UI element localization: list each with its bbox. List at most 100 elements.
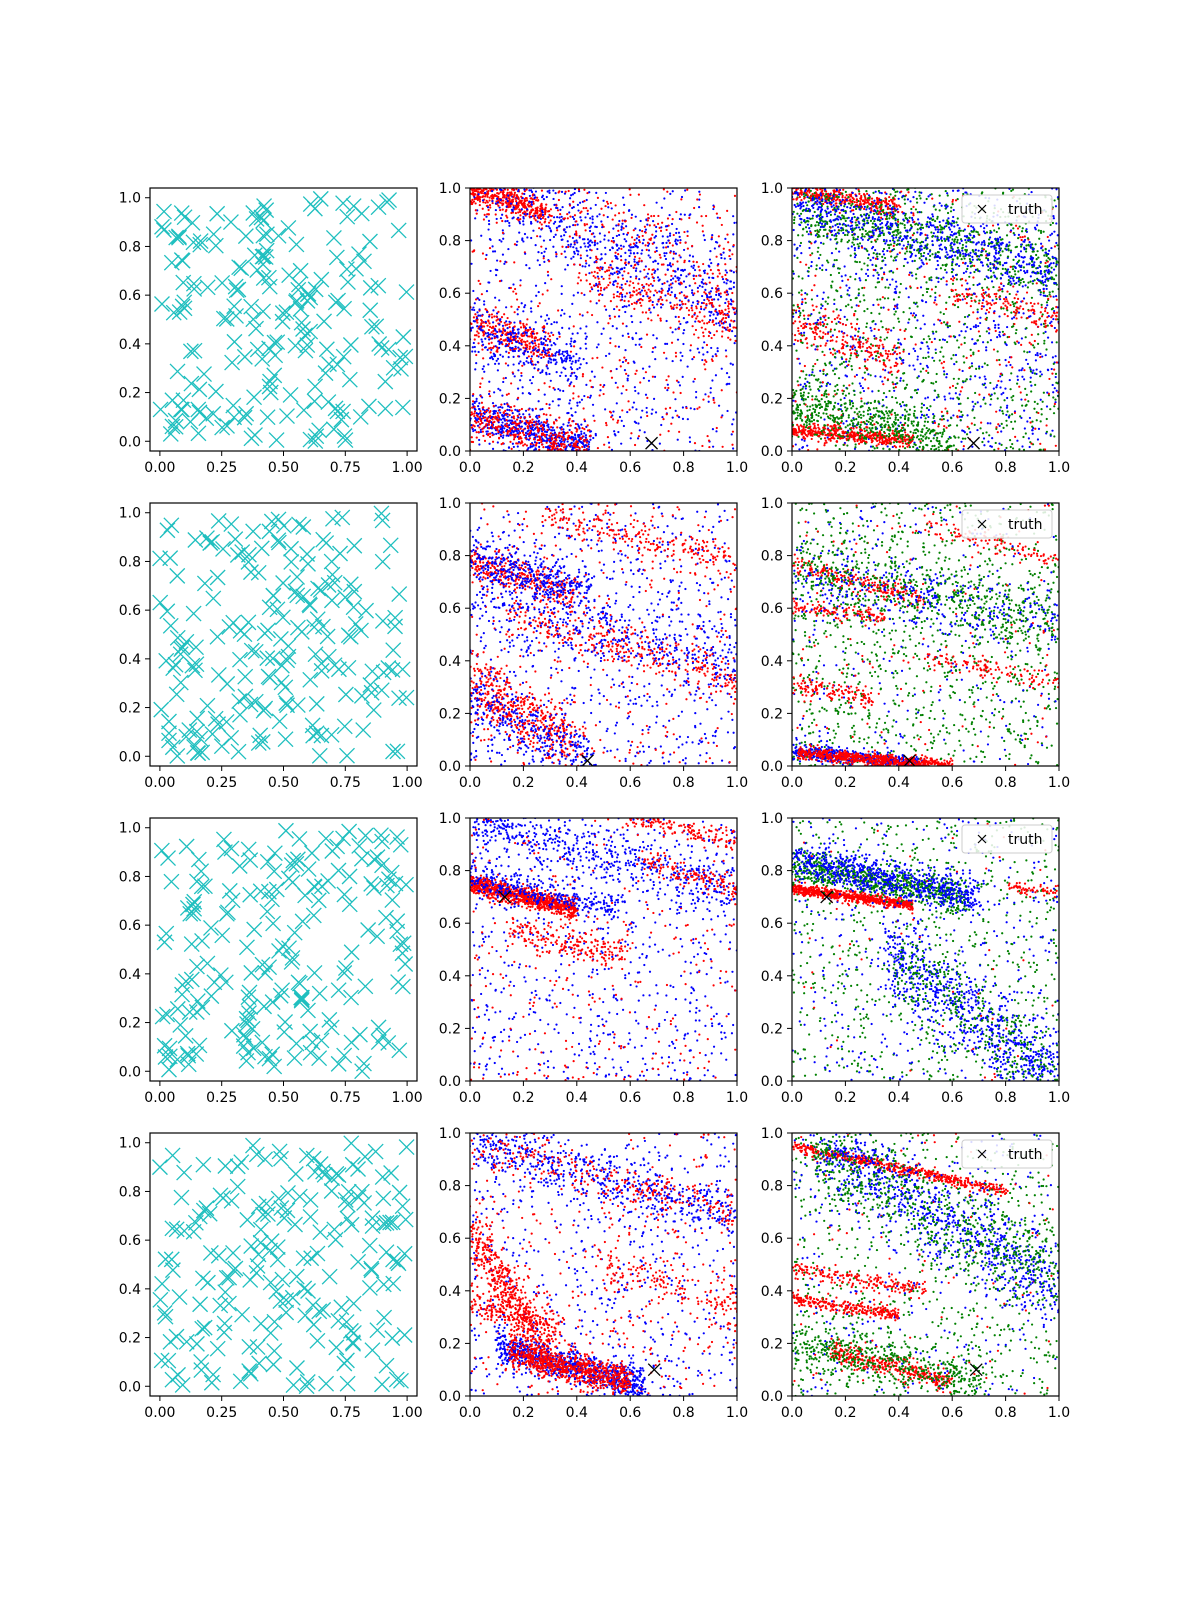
scatter-point: [857, 292, 861, 295]
scatter-point: [1034, 359, 1037, 362]
scatter-point: [545, 203, 548, 206]
x-marker-point: [371, 336, 388, 352]
scatter-point: [546, 289, 549, 292]
scatter-point: [555, 439, 558, 442]
scatter-point: [486, 310, 489, 314]
scatter-point: [623, 356, 626, 359]
scatter-point: [864, 338, 867, 341]
scatter-point: [860, 236, 863, 240]
scatter-point: [530, 351, 533, 354]
scatter-point: [560, 285, 563, 288]
scatter-point: [544, 282, 547, 285]
scatter-point: [512, 430, 515, 433]
scatter-point: [486, 430, 489, 433]
scatter-point: [534, 407, 538, 410]
scatter-point: [574, 359, 577, 362]
scatter-point: [538, 263, 541, 267]
scatter-point: [715, 293, 718, 297]
scatter-point: [1029, 368, 1032, 371]
scatter-point: [916, 388, 920, 391]
scatter-point: [635, 369, 638, 372]
scatter-point: [569, 382, 572, 386]
x-marker-point: [373, 339, 390, 356]
scatter-point: [480, 191, 484, 195]
scatter-point: [646, 295, 649, 298]
scatter-point: [631, 406, 634, 409]
scatter-point: [920, 413, 924, 416]
x-marker-point: [173, 401, 190, 418]
scatter-point: [616, 285, 619, 288]
scatter-point: [534, 444, 538, 447]
scatter-point: [646, 213, 650, 216]
scatter-point: [940, 204, 943, 207]
scatter-point: [635, 241, 638, 244]
scatter-point: [630, 213, 634, 216]
scatter-point: [682, 317, 685, 320]
scatter-point: [542, 330, 546, 333]
scatter-point: [518, 208, 521, 211]
scatter-point: [966, 315, 969, 318]
scatter-point: [904, 214, 907, 217]
x-marker-point: [176, 209, 193, 226]
scatter-point: [869, 326, 872, 329]
scatter-point: [702, 353, 705, 356]
scatter-point: [523, 350, 526, 353]
scatter-point: [669, 406, 672, 409]
scatter-point: [972, 325, 975, 328]
scatter-point: [895, 255, 898, 258]
scatter-point: [522, 223, 525, 226]
scatter-point: [1043, 280, 1047, 283]
scatter-point: [638, 257, 641, 260]
scatter-point: [806, 444, 809, 447]
scatter-point: [502, 380, 505, 384]
scatter-point: [533, 339, 537, 342]
scatter-point: [726, 382, 729, 385]
scatter-point: [545, 402, 548, 406]
scatter-point: [720, 253, 723, 256]
scatter-point: [818, 267, 822, 270]
x-marker-point: [292, 300, 309, 317]
scatter-point: [556, 216, 559, 219]
y-tick-label: 0.8: [439, 234, 461, 250]
scatter-point: [511, 198, 515, 201]
scatter-point: [712, 205, 716, 209]
scatter-point: [509, 332, 512, 335]
scatter-point: [655, 201, 658, 204]
scatter-point: [899, 377, 902, 380]
scatter-point: [517, 346, 520, 349]
scatter-point: [540, 440, 543, 444]
scatter-point: [731, 291, 734, 295]
scatter-point: [691, 289, 694, 292]
scatter-point: [713, 333, 716, 337]
scatter-point: [654, 269, 657, 273]
scatter-point: [707, 334, 710, 338]
scatter-point: [588, 283, 592, 286]
scatter-point: [563, 359, 566, 362]
scatter-point: [677, 315, 680, 319]
scatter-point: [1025, 327, 1028, 330]
scatter-point: [611, 260, 614, 263]
scatter-point: [809, 388, 812, 391]
scatter-point: [566, 379, 569, 382]
scatter-point: [600, 207, 603, 210]
scatter-point: [470, 436, 473, 439]
scatter-point: [513, 193, 516, 196]
scatter-point: [549, 238, 552, 242]
scatter-point: [568, 315, 571, 318]
scatter-point: [621, 334, 624, 337]
scatter-point: [642, 286, 645, 289]
scatter-point: [588, 240, 591, 243]
scatter-point: [943, 395, 946, 398]
scatter-point: [522, 220, 525, 223]
x-marker-point: [258, 226, 275, 243]
scatter-point: [596, 356, 599, 359]
x-marker-point: [170, 228, 187, 245]
scatter-point: [491, 200, 494, 203]
scatter-point: [531, 332, 535, 335]
scatter-point: [538, 441, 541, 445]
x-marker-point: [152, 401, 169, 418]
scatter-point: [493, 315, 496, 318]
scatter-point: [475, 421, 478, 424]
scatter-point: [674, 252, 677, 255]
scatter-point: [698, 198, 701, 201]
